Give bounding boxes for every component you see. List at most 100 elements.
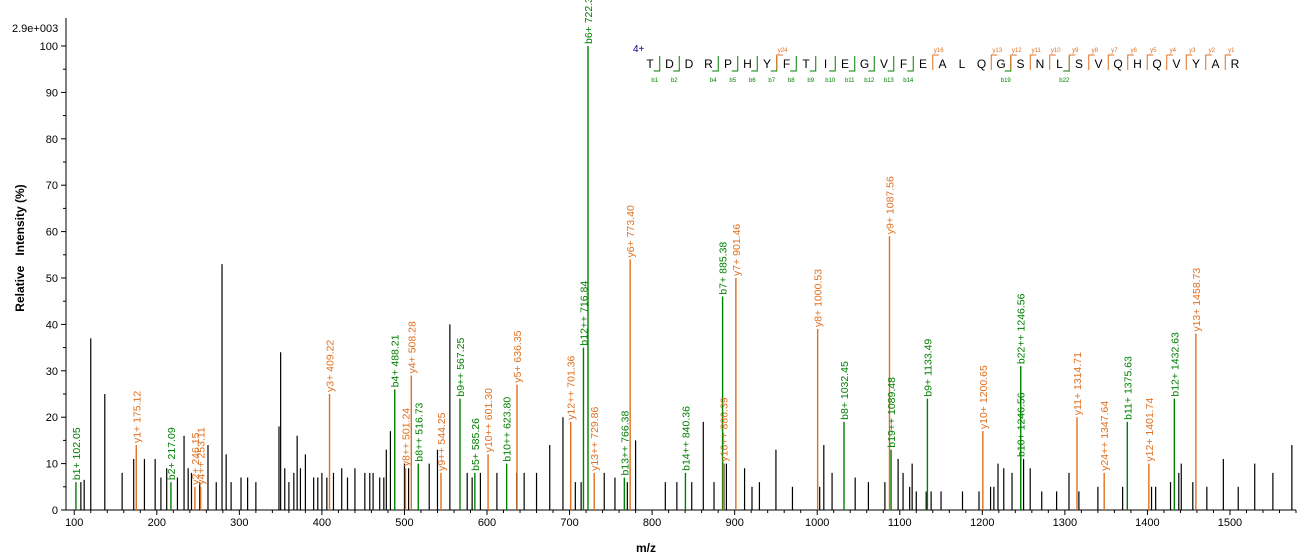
y-ion-tick-label: y9: [1072, 48, 1079, 54]
b-ion-bracket: [731, 56, 739, 72]
x-tick-label: 800: [643, 517, 661, 529]
y-ion-tick-label: y13: [992, 48, 1002, 54]
b-ion-label: b13++ 766.38: [619, 411, 631, 476]
x-tick-label: 1300: [1053, 517, 1077, 529]
y-tick-label: 60: [46, 227, 58, 239]
sequence-residue: Q: [1152, 57, 1161, 71]
b-ion-tick-label: b19: [1001, 78, 1012, 84]
y-ion-tick-label: y24: [778, 48, 788, 54]
sequence-residue: D: [665, 57, 674, 71]
y-ion-bracket: [1205, 54, 1212, 70]
y-ion-tick-label: y10: [1051, 48, 1061, 54]
sequence-residue: G: [996, 57, 1005, 71]
sequence-residue: P: [724, 57, 732, 71]
y-ion-bracket: [1224, 54, 1232, 70]
y-tick-label: 20: [46, 412, 58, 424]
b-ion-tick-label: b11: [845, 78, 855, 84]
y-ion-label: y13+ 1458.73: [1191, 268, 1203, 332]
sequence-residue: T: [646, 57, 654, 71]
sequence-residue: V: [880, 57, 888, 71]
b-ion-label: b9+ 1133.49: [922, 339, 934, 397]
x-tick-label: 700: [560, 517, 578, 529]
sequence-residue: R: [1231, 57, 1240, 71]
y-ion-bracket: [990, 54, 998, 70]
sequence-residue: Q: [977, 57, 986, 71]
b-ion-bracket: [907, 56, 914, 72]
sequence-residue: D: [685, 57, 694, 71]
y-ion-label: y3+ 409.22: [325, 340, 337, 392]
b-ion-bracket: [751, 56, 758, 72]
b-ion-tick-label: b4: [710, 78, 717, 84]
b-ion-label: b10++ 623.80: [502, 397, 514, 462]
x-tick-label: 200: [148, 517, 166, 529]
y-ion-bracket: [1010, 54, 1017, 70]
y-ion-bracket: [776, 54, 783, 70]
sequence-residue: S: [1016, 57, 1024, 71]
y-ion-tick-label: y11: [1032, 48, 1042, 54]
b-ion-label: b7+ 885.38: [718, 242, 730, 295]
y-ion-tick-label: y5: [1150, 48, 1157, 54]
b-ion-label: b8+ 1032.45: [839, 361, 851, 420]
y-axis-title: Relative Intensity (%): [13, 184, 27, 311]
b-ion-label: b8++ 516.73: [413, 402, 425, 461]
sequence-residue: A: [1211, 57, 1219, 71]
y-ion-label: y7+ 901.46: [731, 224, 743, 276]
y-ion-bracket: [1068, 54, 1076, 70]
y-ion-bracket: [1029, 54, 1037, 70]
y-tick-label: 30: [46, 366, 58, 378]
y-ion-label: y12+ 1401.74: [1144, 398, 1156, 462]
sequence-residue: N: [1036, 57, 1045, 71]
y-ion-label: y6+ 773.40: [625, 205, 637, 257]
b-ion-bracket: [712, 56, 719, 72]
b-ion-tick-label: b1: [651, 78, 658, 84]
x-tick-label: 500: [395, 517, 413, 529]
b-ion-bracket: [868, 56, 875, 72]
b-ion-tick-label: b5: [729, 78, 736, 84]
b-ion-tick-label: b14: [903, 78, 914, 84]
x-tick-label: 1100: [888, 517, 912, 529]
y-ion-bracket: [1088, 54, 1095, 70]
sequence-residue: V: [1172, 57, 1180, 71]
y-ion-tick-label: y3: [1189, 48, 1196, 54]
b-ion-label: b1+ 102.05: [71, 427, 83, 480]
y-ion-label: y2+ 246.15: [190, 432, 202, 484]
y-tick-label: 50: [46, 273, 58, 285]
y-tick-label: 10: [46, 459, 58, 471]
x-tick-label: 100: [65, 517, 83, 529]
sequence-residue: F: [900, 57, 907, 71]
b-ion-tick-label: b6: [749, 78, 756, 84]
b-ion-bracket: [829, 56, 836, 72]
sequence-residue: V: [1094, 57, 1102, 71]
y-ion-bracket: [1166, 54, 1173, 70]
charge-state-label: 4+: [633, 44, 645, 55]
y-tick-label: 90: [46, 87, 58, 99]
y-tick-label: 40: [46, 319, 58, 331]
y-ion-label: y8++ 501.24: [400, 408, 412, 467]
y-ion-label: y11+ 1314.71: [1072, 352, 1084, 415]
b-ion-bracket: [673, 56, 680, 72]
y-ion-tick-label: y6: [1131, 48, 1138, 54]
unassigned-peaks: [80, 264, 1293, 510]
y-tick-label: 100: [40, 41, 58, 53]
sequence-residue: S: [1075, 57, 1083, 71]
b-ion-label: b19++ 1089.48: [886, 377, 898, 448]
b-ion-label: b22++ 1246.56: [1016, 293, 1028, 364]
b-ion-tick-label: b8: [788, 78, 795, 84]
b-ion-bracket: [653, 56, 661, 72]
sequence-residue: Y: [763, 57, 771, 71]
x-tick-label: 1000: [805, 517, 829, 529]
b-ion-bracket: [809, 56, 817, 72]
b-ion-label: b12+ 1432.63: [1169, 332, 1181, 397]
b-ion-tick-label: b13: [884, 78, 895, 84]
b-ion-tick-label: b10: [825, 78, 836, 84]
x-tick-label: 1500: [1218, 517, 1242, 529]
sequence-residue: G: [860, 57, 869, 71]
y-ion-label: y1+ 175.12: [131, 391, 143, 443]
x-tick-label: 900: [725, 517, 743, 529]
y-tick-label: 70: [46, 180, 58, 192]
y-ion-label: y10+ 1200.65: [978, 365, 990, 429]
y-ion-label: y24++ 1347.64: [1099, 401, 1111, 471]
b-ion-bracket: [887, 56, 895, 72]
sequence-panel: 4+ T D D R P H Y F T I E G V F E A L Q G S N L S V Q H Q V Y A Rb1 b2 b4…: [633, 44, 1240, 84]
y-ion-bracket: [1146, 54, 1154, 70]
